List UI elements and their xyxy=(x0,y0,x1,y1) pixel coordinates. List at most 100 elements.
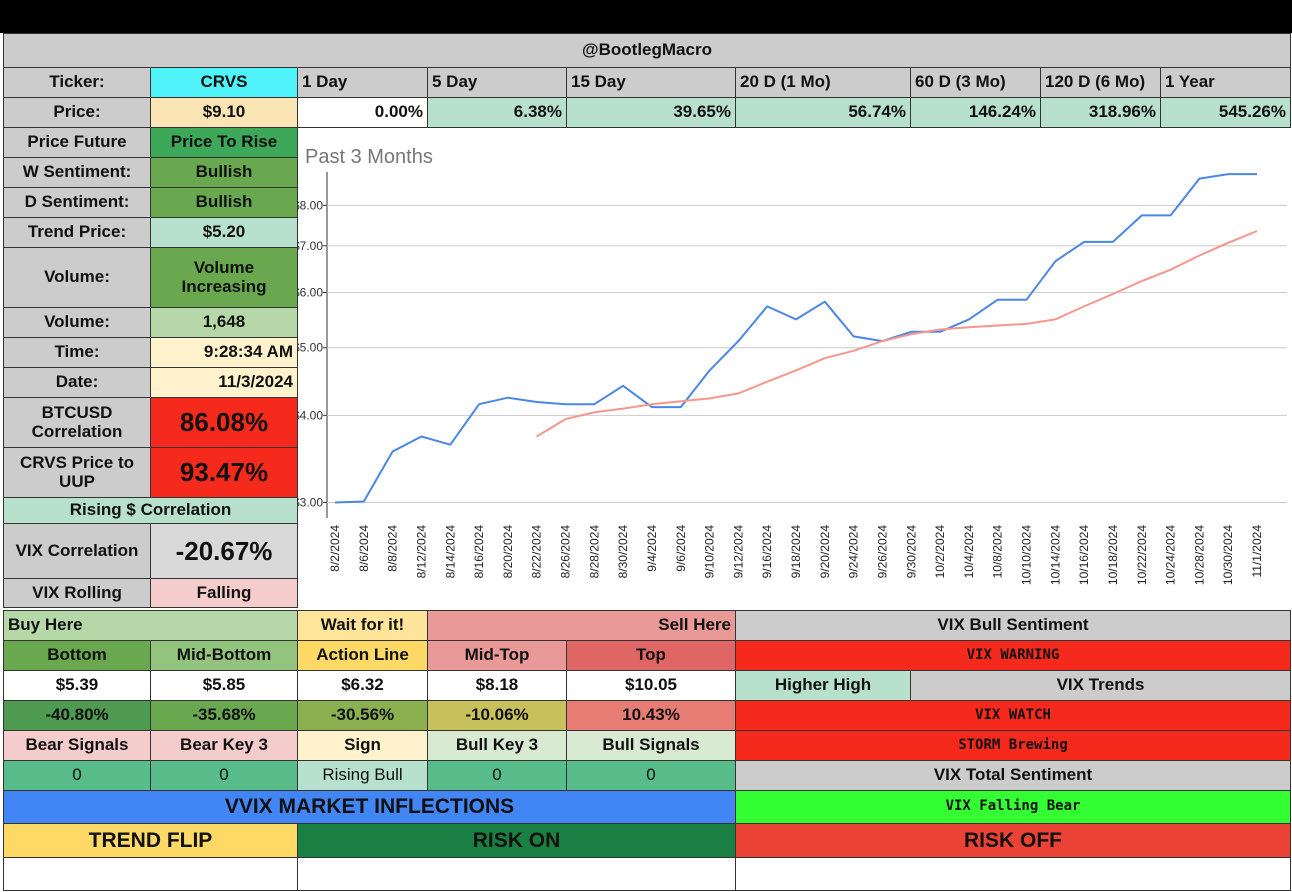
zone-wait: Wait for it! xyxy=(297,610,428,641)
x-tick-label: 9/12/2024 xyxy=(731,525,745,579)
x-tick-label: 8/22/2024 xyxy=(530,525,544,579)
vix-higher-high: Higher High xyxy=(735,670,911,701)
x-tick-label: 10/4/2024 xyxy=(962,525,976,579)
top-bar xyxy=(0,0,1292,33)
x-tick-label: 8/14/2024 xyxy=(443,525,457,579)
level-change: -30.56% xyxy=(297,700,428,731)
level-change: -35.68% xyxy=(150,700,298,731)
y-tick-label: $7.00 xyxy=(297,239,323,253)
stat-label: CRVS Price to UUP xyxy=(3,447,151,498)
vix-storm: STORM Brewing xyxy=(735,730,1291,761)
stat-label: Volume: xyxy=(3,247,151,308)
stat-value: $5.20 xyxy=(150,217,298,248)
vix-bull-sentiment: VIX Bull Sentiment xyxy=(735,610,1291,641)
period-change: 318.96% xyxy=(1040,97,1161,128)
vix-label: VIX Rolling xyxy=(3,578,151,608)
period-label: 5 Day xyxy=(427,67,567,98)
y-tick-label: $5.00 xyxy=(297,341,323,355)
period-label: 1 Day xyxy=(297,67,428,98)
chart: Past 3 Months $3.00 $4.00 $5.00 $6.00 $7.00 $… xyxy=(297,127,1290,607)
risk-off: RISK OFF xyxy=(735,823,1291,858)
signal-name: Sign xyxy=(297,730,428,761)
signal-name: Bear Key 3 xyxy=(150,730,298,761)
period-label: 20 D (1 Mo) xyxy=(735,67,911,98)
price-label: Price: xyxy=(3,97,151,128)
empty-cell xyxy=(3,857,298,891)
stat-value: 11/3/2024 xyxy=(150,367,298,398)
stat-value: 86.08% xyxy=(150,397,298,448)
x-tick-label: 9/20/2024 xyxy=(818,525,832,579)
stat-value: Volume Increasing xyxy=(150,247,298,308)
vix-watch: VIX WATCH xyxy=(735,700,1291,731)
period-label: 15 Day xyxy=(566,67,736,98)
x-tick-label: 10/22/2024 xyxy=(1135,525,1149,585)
level-price: $6.32 xyxy=(297,670,428,701)
x-tick-label: 11/1/2024 xyxy=(1250,525,1264,578)
level-name: Bottom xyxy=(3,640,151,671)
x-tick-label: 8/12/2024 xyxy=(414,525,428,579)
level-name: Action Line xyxy=(297,640,428,671)
signal-value: 0 xyxy=(3,760,151,791)
x-tick-label: 9/10/2024 xyxy=(703,525,717,579)
price-line xyxy=(334,173,1257,504)
period-change: 39.65% xyxy=(566,97,736,128)
signal-name: Bear Signals xyxy=(3,730,151,761)
empty-cell xyxy=(297,857,736,891)
x-tick-label: 10/18/2024 xyxy=(1106,525,1120,585)
level-change: -10.06% xyxy=(427,700,567,731)
level-change: -40.80% xyxy=(3,700,151,731)
risk-on: RISK ON xyxy=(297,823,736,858)
stat-value: Price To Rise xyxy=(150,127,298,158)
stat-label: Time: xyxy=(3,337,151,368)
ticker-label: Ticker: xyxy=(3,67,151,98)
period-label: 60 D (3 Mo) xyxy=(910,67,1041,98)
period-label: 1 Year xyxy=(1160,67,1291,98)
x-tick-label: 8/28/2024 xyxy=(587,525,601,579)
signal-name: Bull Key 3 xyxy=(427,730,567,761)
x-tick-label: 9/24/2024 xyxy=(847,525,861,579)
x-tick-label: 10/8/2024 xyxy=(991,525,1005,579)
y-tick-label: $8.00 xyxy=(297,198,323,212)
zone-sell: Sell Here xyxy=(427,610,736,641)
vix-label: VIX Correlation xyxy=(3,523,151,579)
stat-value: Bullish xyxy=(150,157,298,188)
zone-buy: Buy Here xyxy=(3,610,298,641)
period-label: 120 D (6 Mo) xyxy=(1040,67,1161,98)
stat-value: 9:28:34 AM xyxy=(150,337,298,368)
x-tick-label: 8/2/2024 xyxy=(328,525,342,572)
stat-value: Bullish xyxy=(150,187,298,218)
level-price: $10.05 xyxy=(566,670,736,701)
x-tick-label: 10/24/2024 xyxy=(1164,525,1178,585)
signal-value: Rising Bull xyxy=(297,760,428,791)
x-tick-label: 9/16/2024 xyxy=(760,525,774,579)
stat-label: Price Future xyxy=(3,127,151,158)
x-tick-label: 8/16/2024 xyxy=(472,525,486,579)
x-tick-label: 10/16/2024 xyxy=(1077,525,1091,585)
empty-cell xyxy=(735,857,1291,891)
x-tick-label: 9/18/2024 xyxy=(789,525,803,579)
vix-falling-bear: VIX Falling Bear xyxy=(735,790,1291,824)
stat-value: 93.47% xyxy=(150,447,298,498)
period-change: 0.00% xyxy=(297,97,428,128)
period-change: 6.38% xyxy=(427,97,567,128)
x-tick-label: 8/6/2024 xyxy=(357,525,371,572)
x-tick-label: 8/20/2024 xyxy=(501,525,515,579)
x-tick-label: 9/30/2024 xyxy=(904,525,918,579)
level-name: Mid-Top xyxy=(427,640,567,671)
x-tick-label: 8/30/2024 xyxy=(616,525,630,579)
x-tick-label: 10/14/2024 xyxy=(1048,525,1062,585)
x-tick-label: 9/6/2024 xyxy=(674,525,688,572)
inflections-title: VVIX MARKET INFLECTIONS xyxy=(3,790,736,824)
period-change: 56.74% xyxy=(735,97,911,128)
vix-trends: VIX Trends xyxy=(910,670,1291,701)
ticker-symbol: CRVS xyxy=(150,67,298,98)
rising-correlation: Rising $ Correlation xyxy=(3,497,298,524)
level-price: $5.39 xyxy=(3,670,151,701)
vix-total-sentiment: VIX Total Sentiment xyxy=(735,760,1291,791)
x-tick-label: 9/26/2024 xyxy=(875,525,889,579)
x-tick-label: 9/4/2024 xyxy=(645,525,659,572)
header-title: @BootlegMacro xyxy=(3,33,1291,68)
level-change: 10.43% xyxy=(566,700,736,731)
price-value: $9.10 xyxy=(150,97,298,128)
